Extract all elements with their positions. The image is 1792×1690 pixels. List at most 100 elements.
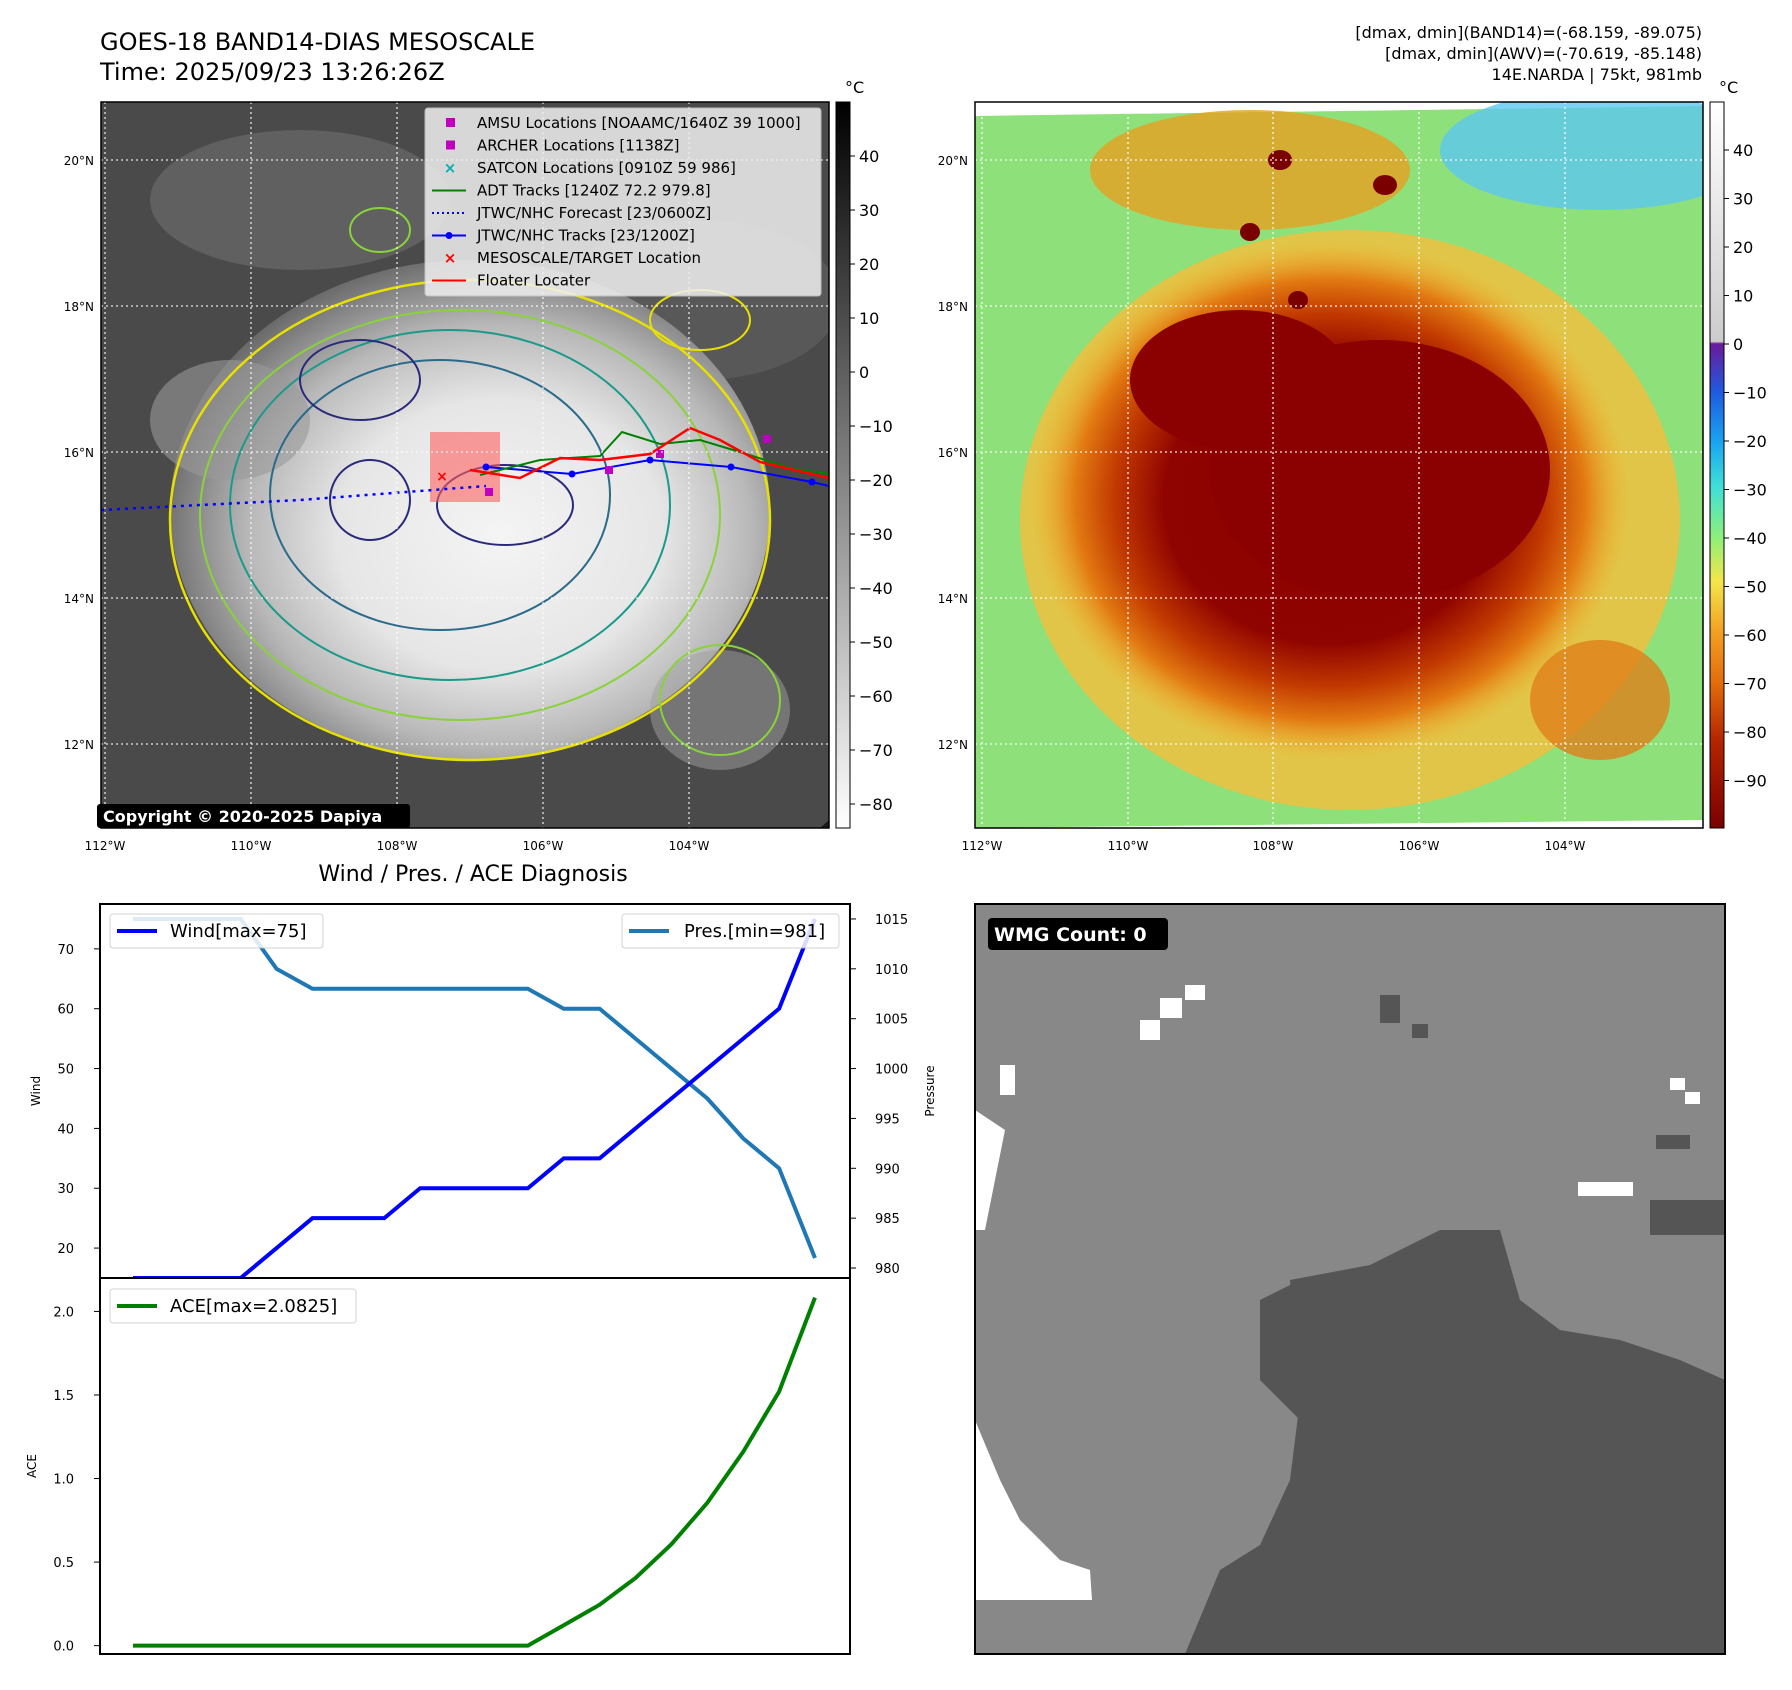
- lon-label: 108°W: [1253, 839, 1294, 853]
- floater-track: [469, 426, 829, 480]
- wind-ytick-label: 40: [57, 1122, 74, 1137]
- colorbar-tick-label: −70: [859, 741, 893, 760]
- legend-entry: ADT Tracks [1240Z 72.2 979.8]: [432, 182, 711, 200]
- left-map-frame: [100, 101, 830, 829]
- diagnosis-title: Wind / Pres. / ACE Diagnosis: [318, 862, 627, 887]
- wind-series-line: [133, 918, 817, 1280]
- wind-ytick-label: 50: [57, 1063, 74, 1078]
- legend-entry: JTWC/NHC Forecast [23/0600Z]: [432, 204, 711, 222]
- legend-entry-label: ARCHER Locations [1138Z]: [477, 137, 680, 155]
- colorbar-tick-label: −60: [859, 687, 893, 706]
- colorbar-tick-label: −70: [1733, 675, 1767, 694]
- lon-label: 104°W: [669, 839, 710, 853]
- legend-entry: ARCHER Locations [1138Z]: [446, 137, 680, 155]
- wmg-panel: WMG Count: 0: [974, 903, 1726, 1655]
- left-map-lat-labels: 20°N 18°N 16°N 14°N 12°N: [64, 154, 94, 752]
- right-colorbar: [1709, 101, 1725, 829]
- legend-entry-label: SATCON Locations [0910Z 59 986]: [477, 159, 736, 177]
- wmg-count-badge: [988, 918, 1168, 950]
- colorbar-tick-label: 0: [859, 363, 869, 382]
- colorbar-tick-label: 40: [1733, 141, 1753, 160]
- colorbar-tick-label: −30: [859, 525, 893, 544]
- ace-ytick-label: 1.0: [53, 1473, 74, 1488]
- legend-square-marker: [446, 118, 455, 127]
- colorbar-tick-label: 30: [1733, 190, 1753, 209]
- ace-ytick-label: 1.5: [53, 1389, 74, 1404]
- ace-ylabel: ACE: [25, 1454, 39, 1478]
- pressure-yticks: 980 985 990 995 1000 1005 1010 1015: [850, 913, 908, 1277]
- wmg-frame: [974, 903, 1726, 1655]
- wind-pressure-chart: Wind Pressure 20 30 40 50 60 70 980 985 990 995 1…: [29, 903, 937, 1280]
- amsu-marker: [763, 435, 771, 443]
- colorbar-tick-label: −10: [859, 417, 893, 436]
- colorbar-tick-label: −80: [1733, 723, 1767, 742]
- pressure-ytick-label: 980: [875, 1262, 900, 1277]
- lon-label: 104°W: [1545, 839, 1586, 853]
- legend-dot-marker: [445, 232, 453, 239]
- pressure-ytick-label: 1005: [875, 1013, 908, 1028]
- wind-ytick-label: 20: [57, 1242, 74, 1257]
- pressure-ytick-label: 1015: [875, 913, 908, 928]
- wind-ytick-label: 70: [57, 943, 74, 958]
- lat-label: 20°N: [64, 154, 94, 168]
- right-map: °C 40 30 20 10 0 −10 −20 −30 −40 −50 −60 −70 −80 −90: [974, 78, 1767, 829]
- colorbar-tick-label: −90: [1733, 772, 1767, 791]
- right-colorbar-unit: °C: [1719, 78, 1738, 97]
- colorbar-tick-label: −20: [1733, 432, 1767, 451]
- lat-label: 12°N: [64, 738, 94, 752]
- left-map-lon-labels: 112°W 110°W 108°W 106°W 104°W: [85, 839, 710, 853]
- copyright-box: [97, 804, 410, 828]
- legend-entry-label: Floater Locater: [477, 272, 591, 290]
- left-map: × AMSU Locations [NOAAMC/1640Z 39 1000] A…: [97, 78, 893, 829]
- wmg-count-label: WMG Count: 0: [994, 924, 1147, 946]
- pressure-ylabel: Pressure: [923, 1065, 937, 1116]
- wind-legend: Wind[max=75]: [109, 913, 324, 949]
- legend-entry: × MESOSCALE/TARGET Location: [444, 249, 701, 267]
- colorbar-tick-label: 20: [859, 255, 879, 274]
- ace-legend: ACE[max=2.0825]: [109, 1288, 357, 1324]
- lon-label: 112°W: [962, 839, 1003, 853]
- lat-label: 14°N: [64, 592, 94, 606]
- right-colorbar-ticks: 40 30 20 10 0 −10 −20 −30 −40 −50 −60 −70 −80 −90: [1724, 141, 1767, 791]
- lon-label: 108°W: [377, 839, 418, 853]
- left-map-cloud-shield: [170, 260, 770, 760]
- colorbar-tick-label: 0: [1733, 335, 1743, 354]
- right-map-lat-labels: 20°N 18°N 16°N 14°N 12°N: [938, 154, 968, 752]
- left-colorbar: [835, 101, 851, 829]
- legend-entry-label: ADT Tracks [1240Z 72.2 979.8]: [477, 182, 711, 200]
- legend-entry-label: MESOSCALE/TARGET Location: [477, 249, 701, 267]
- right-map-frame: [974, 101, 1704, 829]
- colorbar-tick-label: 10: [1733, 287, 1753, 306]
- colorbar-tick-label: −10: [1733, 384, 1767, 403]
- pressure-ytick-label: 1000: [875, 1063, 908, 1078]
- legend-entry-label: JTWC/NHC Tracks [23/1200Z]: [476, 227, 695, 245]
- ace-yticks: 0.0 0.5 1.0 1.5 2.0: [53, 1305, 100, 1655]
- lat-label: 14°N: [938, 592, 968, 606]
- colorbar-tick-label: −50: [859, 633, 893, 652]
- ace-chart-frame: [99, 1277, 851, 1655]
- stat-awv: [dmax, dmin](AWV)=(-70.619, -85.148): [1385, 44, 1702, 63]
- pressure-ytick-label: 995: [875, 1112, 900, 1127]
- figure-title: GOES-18 BAND14-DIAS MESOSCALE: [100, 28, 535, 56]
- pressure-legend-label: Pres.[min=981]: [684, 921, 825, 942]
- lon-label: 110°W: [231, 839, 272, 853]
- ace-legend-label: ACE[max=2.0825]: [170, 1296, 337, 1317]
- legend-x-marker: ×: [444, 249, 457, 267]
- wmg-white-region: [975, 1420, 1092, 1600]
- legend-entry: Floater Locater: [432, 272, 591, 290]
- storm-info: 14E.NARDA | 75kt, 981mb: [1492, 65, 1702, 84]
- legend-entry-label: AMSU Locations [NOAAMC/1640Z 39 1000]: [477, 114, 801, 132]
- colorbar-tick-label: −40: [859, 579, 893, 598]
- pressure-ytick-label: 990: [875, 1162, 900, 1177]
- lon-label: 106°W: [523, 839, 564, 853]
- ace-ytick-label: 0.5: [53, 1556, 74, 1571]
- legend-entry: × SATCON Locations [0910Z 59 986]: [444, 159, 736, 177]
- legend-entry: AMSU Locations [NOAAMC/1640Z 39 1000]: [446, 114, 801, 132]
- colorbar-tick-label: 30: [859, 201, 879, 220]
- colorbar-tick-label: −20: [859, 471, 893, 490]
- wind-ylabel: Wind: [29, 1076, 43, 1106]
- colorbar-tick-label: −30: [1733, 481, 1767, 500]
- wind-ytick-label: 30: [57, 1182, 74, 1197]
- forecast-track: [101, 484, 487, 512]
